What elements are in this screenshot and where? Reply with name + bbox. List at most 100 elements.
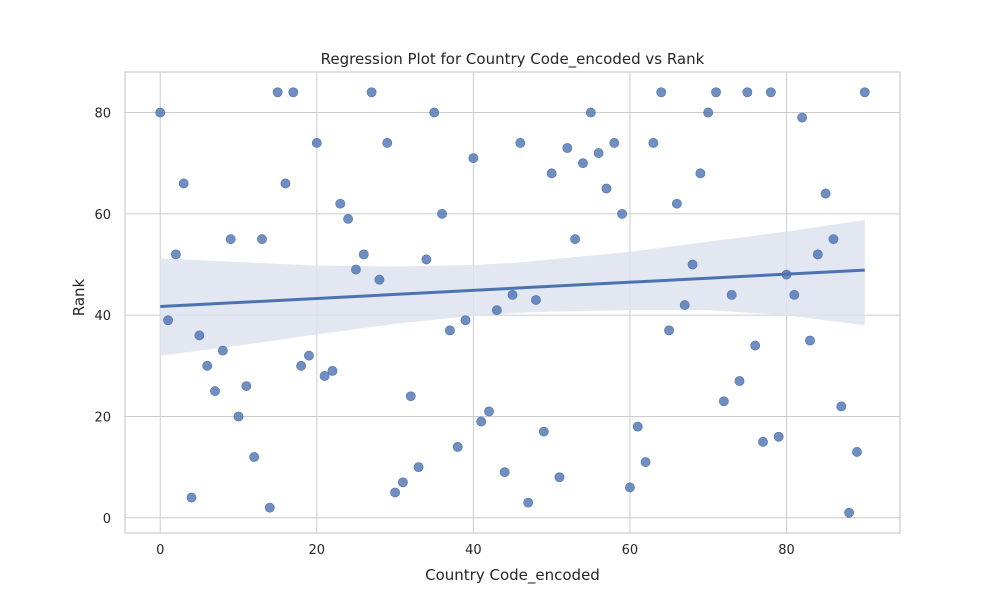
data-point <box>679 300 690 310</box>
data-point <box>758 436 768 447</box>
data-point <box>163 315 173 326</box>
chart-title: Regression Plot for Country Code_encoded… <box>321 50 705 69</box>
data-point <box>382 138 393 148</box>
data-point <box>280 178 291 189</box>
data-point <box>210 386 220 397</box>
y-tick-label: 40 <box>94 309 111 324</box>
y-axis-title: Rank <box>70 278 88 316</box>
data-point <box>484 406 494 417</box>
data-point <box>531 295 541 305</box>
y-tick-label: 80 <box>94 107 111 122</box>
data-point <box>202 360 213 371</box>
y-tick-labels: 0 20 40 60 80 <box>94 107 111 527</box>
data-point <box>578 158 588 169</box>
data-point <box>554 472 565 483</box>
data-point <box>225 234 236 245</box>
data-point <box>217 345 228 356</box>
data-point <box>327 365 338 376</box>
y-tick-label: 20 <box>94 410 111 425</box>
data-point <box>170 249 181 260</box>
data-point <box>820 188 831 199</box>
data-point <box>374 274 385 285</box>
data-point <box>585 107 596 118</box>
data-point <box>703 107 714 118</box>
data-point <box>304 350 314 361</box>
data-point <box>335 198 346 209</box>
data-point <box>546 168 557 179</box>
data-point <box>648 138 659 148</box>
data-point <box>671 198 682 209</box>
data-point <box>257 234 267 245</box>
data-point <box>429 107 440 118</box>
x-axis-title: Country Code_encoded <box>425 566 600 585</box>
data-point <box>468 153 479 164</box>
data-point <box>476 416 487 427</box>
data-point <box>718 396 729 407</box>
data-point <box>390 487 400 498</box>
data-point <box>178 178 189 189</box>
data-point <box>609 138 620 148</box>
data-point <box>617 208 627 219</box>
data-point <box>789 290 800 300</box>
data-point <box>272 87 283 98</box>
data-point <box>750 340 761 351</box>
data-point <box>687 259 698 270</box>
data-point <box>155 107 166 118</box>
plot-frame <box>124 71 901 534</box>
data-point <box>828 234 839 245</box>
x-tick-label: 40 <box>465 543 482 558</box>
data-point <box>194 330 205 341</box>
regression-line-group <box>160 268 865 309</box>
data-point <box>570 234 581 245</box>
data-point <box>812 249 823 260</box>
data-point <box>695 168 706 179</box>
data-point <box>241 381 252 391</box>
data-point <box>711 87 721 98</box>
data-point <box>632 421 643 432</box>
data-point <box>773 431 784 442</box>
x-tick-label: 0 <box>156 543 164 558</box>
data-point <box>664 325 674 336</box>
data-point <box>538 426 549 437</box>
y-tick-label: 0 <box>103 512 111 527</box>
data-point <box>437 208 447 219</box>
data-point <box>366 87 377 98</box>
data-point <box>421 254 432 265</box>
data-point <box>233 411 244 422</box>
data-point <box>859 87 870 98</box>
data-point <box>491 305 502 315</box>
data-point <box>444 325 455 336</box>
data-point <box>186 492 197 503</box>
data-point <box>844 507 855 518</box>
data-point <box>351 264 361 275</box>
data-point <box>288 87 299 98</box>
data-point <box>452 441 463 452</box>
data-point <box>398 477 408 488</box>
data-point <box>656 87 667 98</box>
x-tick-label: 60 <box>622 543 639 558</box>
data-point <box>797 112 808 123</box>
data-point <box>640 457 651 467</box>
x-tick-label: 20 <box>309 543 326 558</box>
data-point <box>852 447 862 457</box>
data-point <box>499 467 510 478</box>
data-point <box>358 249 369 260</box>
data-point <box>625 482 635 493</box>
data-point <box>742 87 753 98</box>
data-point <box>413 462 424 473</box>
data-point <box>726 290 737 300</box>
data-point <box>523 497 534 508</box>
y-tick-label: 60 <box>94 208 111 223</box>
data-point <box>249 452 260 462</box>
data-point <box>836 401 847 412</box>
x-tick-label: 80 <box>778 543 795 558</box>
regression-line <box>160 268 865 309</box>
x-tick-labels: 0 20 40 60 80 <box>156 543 795 558</box>
data-point <box>593 148 604 158</box>
data-point <box>765 87 776 98</box>
data-point <box>805 335 815 346</box>
data-point <box>515 138 526 148</box>
data-point <box>405 391 416 402</box>
data-point <box>319 371 330 381</box>
